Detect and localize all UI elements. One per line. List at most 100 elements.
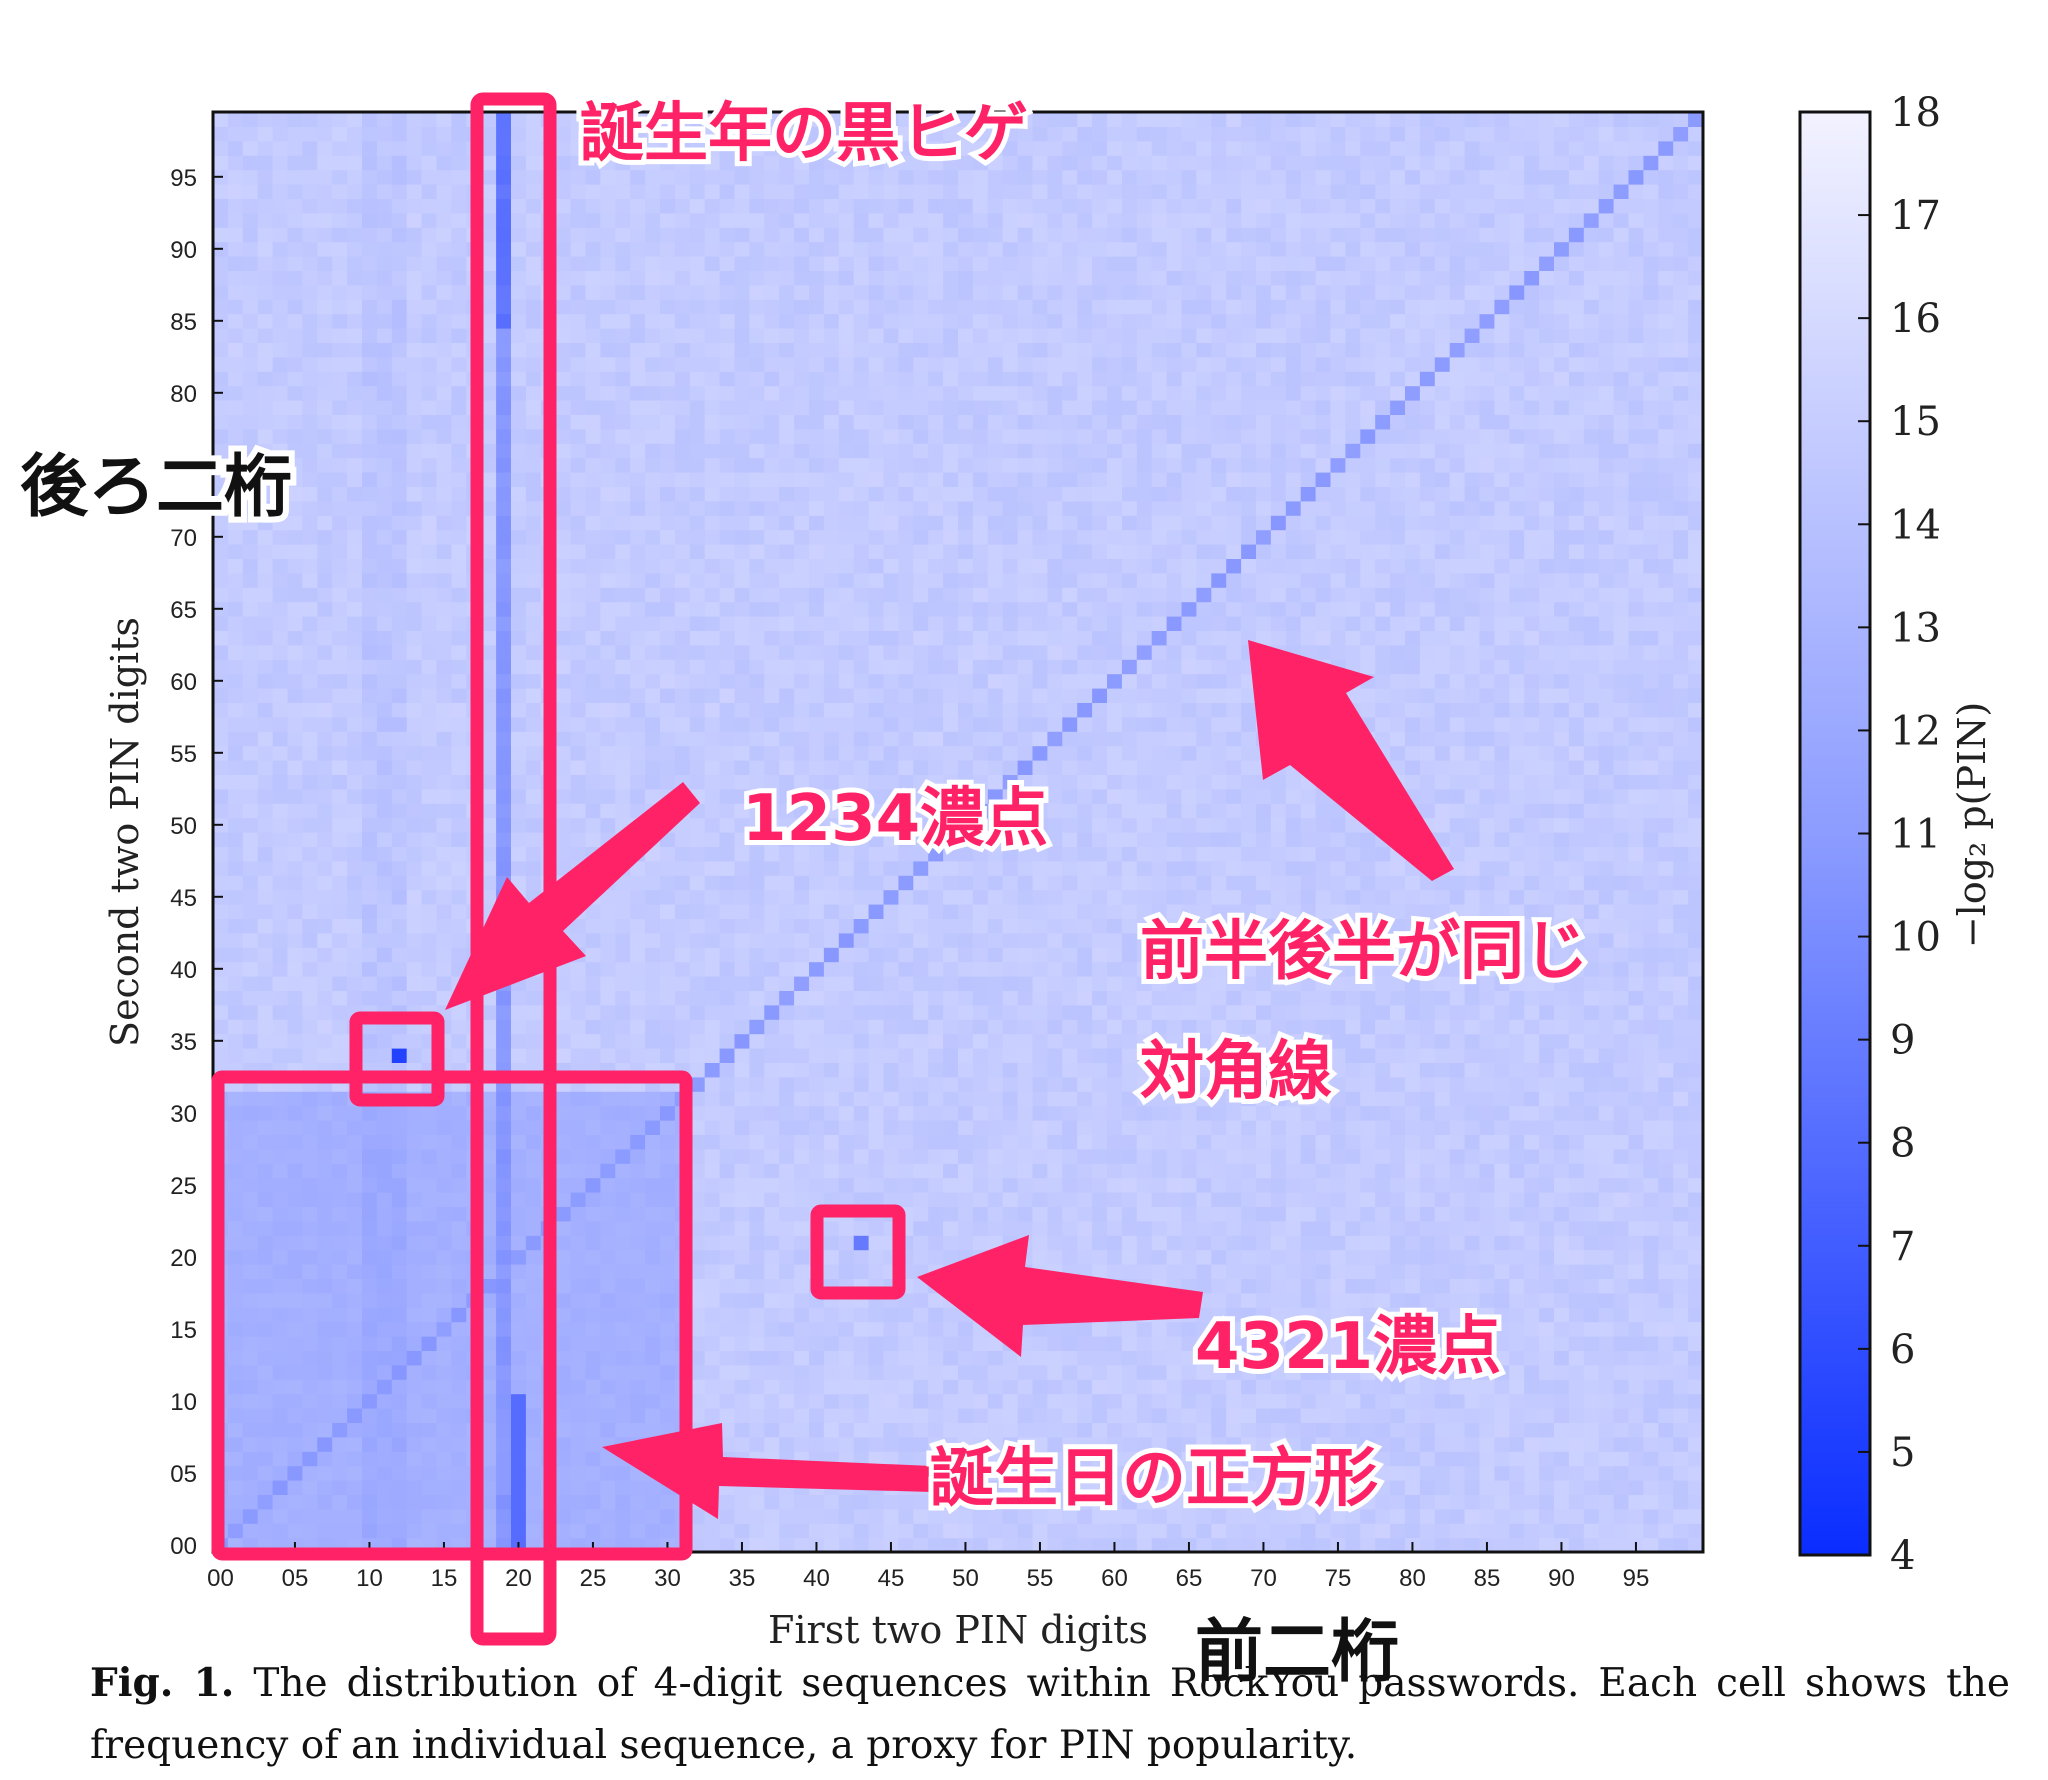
heatmap-cell (749, 342, 765, 358)
heatmap-cell (287, 472, 303, 487)
heatmap-cell (809, 328, 825, 343)
heatmap-cell (496, 1048, 512, 1063)
heatmap-cell (838, 803, 855, 819)
heatmap-cell (600, 1508, 616, 1524)
heatmap-cell (615, 659, 631, 675)
heatmap-cell (913, 486, 929, 502)
heatmap-cell (943, 184, 959, 199)
heatmap-cell (749, 270, 765, 286)
heatmap-cell (764, 400, 780, 415)
heatmap-cell (615, 1364, 631, 1380)
heatmap-cell (436, 126, 452, 142)
heatmap-cell (719, 126, 736, 142)
heatmap-cell (853, 1105, 870, 1121)
heatmap-cell (257, 1220, 274, 1236)
heatmap-cell (823, 1004, 840, 1020)
heatmap-cell (779, 601, 795, 617)
heatmap-cell (302, 846, 318, 862)
heatmap-cell (421, 299, 438, 315)
heatmap-cell (704, 587, 721, 603)
heatmap-cell (719, 961, 736, 977)
heatmap-cell (809, 1120, 825, 1135)
heatmap-cell (362, 328, 378, 343)
heatmap-cell (287, 1408, 303, 1423)
heatmap-cell (779, 126, 795, 142)
heatmap-cell (823, 1364, 840, 1380)
heatmap-cell (555, 1523, 572, 1539)
heatmap-cell (496, 1163, 512, 1179)
heatmap-cell (913, 1004, 929, 1020)
heatmap-cell (362, 1148, 378, 1164)
heatmap-cell (600, 299, 616, 315)
heatmap-cell (481, 1350, 497, 1366)
heatmap-cell (496, 356, 512, 372)
heatmap-cell (436, 198, 452, 214)
heatmap-cell (704, 284, 721, 300)
heatmap-cell (630, 457, 646, 473)
heatmap-cell (898, 256, 914, 271)
heatmap-cell (719, 169, 736, 185)
heatmap-cell (823, 1494, 840, 1510)
heatmap-cell (674, 587, 691, 603)
heatmap-cell (317, 500, 333, 516)
heatmap-cell (645, 587, 661, 603)
heatmap-cell (332, 140, 348, 156)
heatmap-cell (660, 1177, 676, 1193)
heatmap-cell (496, 716, 512, 732)
heatmap-cell (928, 1436, 944, 1452)
heatmap-cell (436, 1220, 452, 1236)
heatmap-cell (928, 1451, 944, 1467)
heatmap-cell (600, 140, 616, 156)
heatmap-cell (600, 774, 616, 790)
heatmap-cell (600, 1321, 616, 1337)
heatmap-cell (496, 616, 512, 631)
heatmap-cell (555, 155, 572, 171)
heatmap-cell (436, 788, 452, 804)
heatmap-cell (853, 112, 870, 127)
heatmap-cell (302, 1249, 318, 1265)
heatmap-cell (585, 659, 601, 675)
heatmap-cell (421, 990, 438, 1006)
heatmap-cell (660, 601, 676, 617)
heatmap-cell (406, 371, 423, 387)
heatmap-cell (302, 428, 318, 444)
heatmap-cell (213, 212, 229, 228)
heatmap-cell (555, 1033, 572, 1049)
heatmap-cell (570, 212, 587, 228)
heatmap-cell (287, 889, 303, 905)
heatmap-cell (272, 126, 289, 142)
heatmap-cell (853, 1408, 870, 1423)
heatmap-cell (898, 515, 914, 531)
heatmap-cell (570, 1192, 587, 1207)
heatmap-cell (272, 270, 289, 286)
heatmap-cell (406, 1451, 423, 1467)
heatmap-cell (257, 1523, 274, 1539)
heatmap-cell (451, 428, 467, 444)
heatmap-cell (362, 356, 378, 372)
heatmap-cell (764, 1062, 780, 1078)
heatmap-cell (823, 659, 840, 675)
heatmap-cell (883, 241, 899, 257)
heatmap-cell (645, 1019, 661, 1035)
heatmap-cell (645, 1523, 661, 1539)
heatmap-cell (794, 270, 810, 286)
heatmap-cell (347, 846, 363, 862)
heatmap-cell (883, 1019, 899, 1035)
heatmap-cell (302, 486, 318, 502)
heatmap-cell (719, 1033, 736, 1049)
heatmap-cell (555, 846, 572, 862)
heatmap-cell (794, 1523, 810, 1539)
heatmap-cell (332, 817, 348, 833)
heatmap-cell (883, 1422, 899, 1438)
heatmap-cell (913, 1523, 929, 1539)
heatmap-cell (868, 342, 885, 358)
heatmap-cell (451, 414, 467, 430)
heatmap-cell (898, 817, 914, 833)
heatmap-cell (421, 256, 438, 271)
heatmap-cell (213, 1004, 229, 1020)
heatmap-cell (704, 184, 721, 199)
heatmap-cell (272, 1494, 289, 1510)
heatmap-cell (332, 443, 348, 459)
heatmap-cell (719, 1048, 736, 1063)
heatmap-cell (823, 1379, 840, 1395)
